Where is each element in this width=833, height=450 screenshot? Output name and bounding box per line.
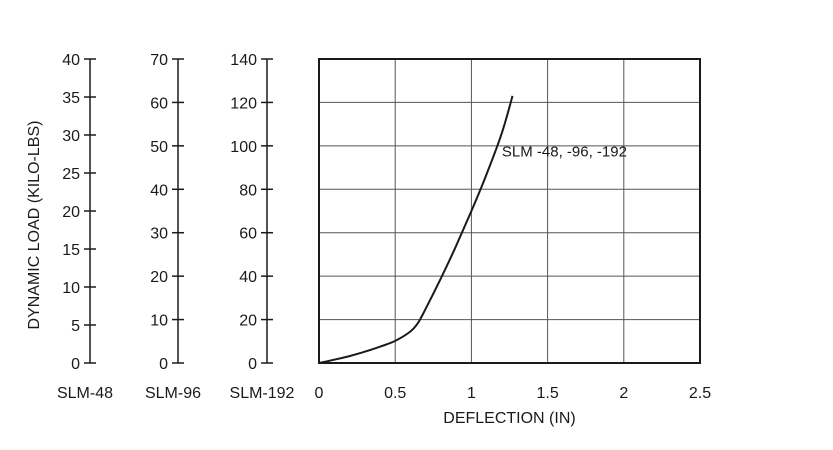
y-tick-label: 30	[62, 128, 80, 145]
y-axis-label: DYNAMIC LOAD (KILO-LBS)	[26, 121, 43, 330]
x-tick-label: 1	[467, 385, 476, 402]
series-annotation: SLM -48, -96, -192	[502, 144, 627, 161]
y-tick-label: 20	[62, 204, 80, 221]
y-tick-label: 60	[239, 226, 257, 243]
y-tick-label: 0	[248, 356, 257, 373]
y-tick-label: 40	[239, 269, 257, 286]
x-axis: 0 0.5 1 1.5 2 2.5	[315, 385, 712, 402]
y-tick-label: 40	[62, 52, 80, 69]
y-axis-name: SLM-192	[230, 385, 295, 402]
y-tick-label: 20	[150, 269, 168, 286]
y-axis-slm-192: 0 20 40 60 80 100 120 140 SLM-192	[230, 52, 295, 402]
y-axis-name: SLM-48	[57, 385, 113, 402]
plot-frame	[318, 58, 701, 364]
y-axes: 0 5 10 15 20 25 30 35 40 SLM-48 0 10 20 30 40 50 60 70 SLM…	[57, 52, 295, 402]
x-tick-label: 0.5	[384, 385, 406, 402]
y-tick-label: 30	[150, 226, 168, 243]
y-tick-label: 50	[150, 139, 168, 156]
plot-area: SLM -48, -96, -192	[318, 58, 701, 364]
series-line-slm	[318, 95, 514, 364]
y-tick-label: 80	[239, 182, 257, 199]
y-tick-label: 10	[150, 313, 168, 330]
y-tick-label: 100	[230, 139, 257, 156]
x-tick-label: 2.5	[689, 385, 711, 402]
y-axis-slm-96: 0 10 20 30 40 50 60 70 SLM-96	[145, 52, 201, 402]
y-tick-label: 10	[62, 280, 80, 297]
y-tick-label: 0	[159, 356, 168, 373]
y-tick-label: 60	[150, 95, 168, 112]
y-tick-label: 35	[62, 90, 80, 107]
y-tick-label: 70	[150, 52, 168, 69]
y-tick-label: 40	[150, 182, 168, 199]
y-tick-label: 0	[71, 356, 80, 373]
y-tick-label: 140	[230, 52, 257, 69]
y-axis-name: SLM-96	[145, 385, 201, 402]
y-tick-label: 5	[71, 318, 80, 335]
y-tick-label: 25	[62, 166, 80, 183]
y-tick-label: 20	[239, 313, 257, 330]
x-tick-label: 0	[315, 385, 324, 402]
x-tick-label: 2	[619, 385, 628, 402]
x-tick-label: 1.5	[536, 385, 558, 402]
y-tick-label: 15	[62, 242, 80, 259]
y-axis-slm-48: 0 5 10 15 20 25 30 35 40 SLM-48	[57, 52, 113, 402]
y-tick-label: 120	[230, 95, 257, 112]
x-axis-label: DEFLECTION (IN)	[443, 410, 575, 427]
